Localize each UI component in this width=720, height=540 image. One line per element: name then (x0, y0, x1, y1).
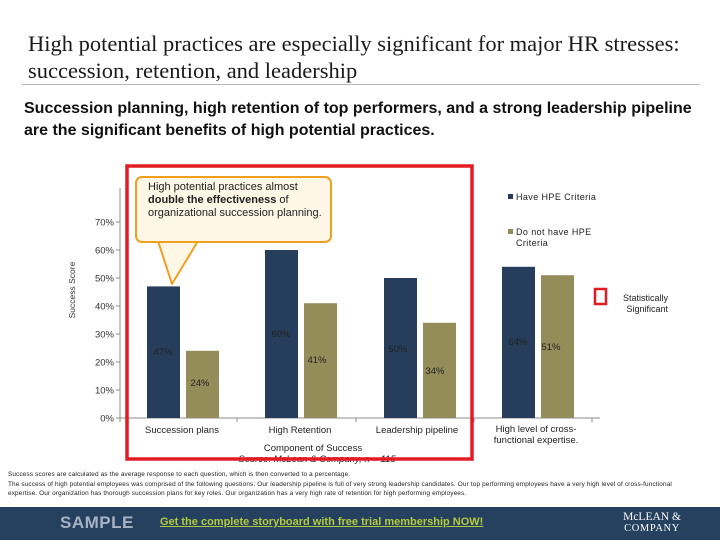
bar-have-hpe-4 (502, 266, 535, 418)
legend-label-have: Have HPE Criteria (516, 192, 596, 202)
legend-label-not: Do not have HPE Criteria (516, 227, 592, 248)
callout-text: High potential practices almost double t… (148, 181, 328, 221)
chart-legend: Have HPE Criteria Do not have HPE Criteria… (508, 192, 668, 314)
x-category-label: Leadership pipeline (376, 425, 458, 436)
bar-value-label: 41% (307, 355, 327, 366)
y-tick-label: 70% (95, 218, 115, 229)
mclean-company-logo: McLEAN & COMPANY (612, 511, 692, 534)
callout-text-end: of organizational succession planning. (148, 194, 322, 220)
callout-box (135, 176, 332, 243)
footnote-line-1: Success scores are calculated as the ave… (8, 471, 351, 478)
bar-have-hpe-2 (265, 250, 298, 418)
y-axis-label: Success Score (67, 261, 77, 318)
bar-have-hpe-3 (384, 278, 417, 418)
sample-watermark: SAMPLE (60, 513, 134, 532)
y-tick-label: 20% (95, 358, 115, 369)
callout-text-start: High potential practices almost (148, 181, 298, 193)
bar-value-label: 34% (425, 366, 445, 377)
logo-line-2: COMPANY (624, 523, 680, 534)
trial-membership-link[interactable]: Get the complete storyboard with free tr… (160, 516, 484, 528)
callout-pointer (157, 240, 199, 285)
bar-value-label: 24% (190, 378, 210, 389)
significance-box (125, 164, 474, 461)
title-divider (22, 84, 700, 85)
legend-significance-label: Statistically Significant (623, 293, 669, 314)
bar-have-hpe-1 (147, 286, 180, 418)
y-tick-label: 50% (95, 274, 115, 285)
legend-swatch-not (508, 229, 513, 234)
slide-subtitle: Succession planning, high retention of t… (24, 100, 692, 139)
x-category-label: High level of cross-functional expertise… (494, 424, 579, 446)
bar-value-label: 51% (541, 342, 561, 353)
bar-value-label: 50% (388, 344, 408, 355)
bar-no-hpe-4 (541, 275, 574, 418)
bar-no-hpe-1 (186, 350, 219, 418)
footnote-line-2: The success of high potential employees … (8, 480, 672, 498)
chart-bars (147, 250, 574, 418)
logo-line-1: McLEAN & (623, 511, 681, 523)
callout-text-emphasis: double the effectiveness (148, 194, 277, 207)
bar-value-label: 60% (271, 329, 291, 340)
chart-labels: 47% 60% 50% 54% 24% 41% 34% 51% (153, 329, 561, 389)
x-category-label: Succession plans (145, 425, 219, 436)
legend-significance-swatch (593, 287, 608, 306)
y-tick-label: 60% (95, 246, 115, 257)
bar-no-hpe-3 (423, 322, 456, 418)
y-tick-label: 0% (100, 414, 114, 425)
x-axis-label: Component of Success (264, 443, 362, 454)
footer-bar (0, 507, 720, 540)
x-category-label: High Retention (269, 425, 332, 436)
y-tick-label: 30% (95, 330, 115, 341)
bar-value-label: 47% (153, 347, 173, 358)
legend-swatch-have (508, 194, 513, 199)
bar-value-label: 54% (508, 337, 528, 348)
y-tick-label: 40% (95, 302, 115, 313)
bar-no-hpe-2 (304, 303, 337, 418)
y-tick-label: 10% (95, 386, 115, 397)
footnote: Success scores are calculated as the ave… (8, 470, 692, 499)
slide-title: High potential practices are especially … (28, 31, 680, 83)
